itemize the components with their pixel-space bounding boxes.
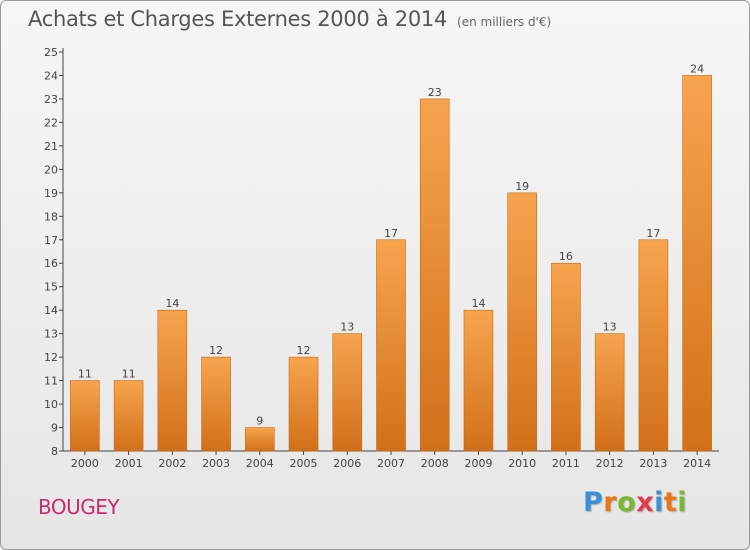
y-tick-label: 20 [44,163,58,176]
logo-letter: P [583,487,604,518]
location-label: BOUGEY [38,495,120,519]
x-tick-label: 2013 [639,457,667,470]
proxiti-logo: Proxiti [583,487,687,518]
logo-letter: o [617,487,637,518]
x-tick-label: 2012 [596,457,624,470]
bar-2004 [245,427,275,452]
bar-2012 [594,333,625,452]
chart-title-text: Achats et Charges Externes 2000 à 2014 [28,7,448,31]
bar-value-label: 9 [256,415,263,428]
bar-2005 [288,356,319,452]
y-tick-label: 13 [44,328,58,341]
y-tick-label: 19 [44,187,58,200]
x-tick-label: 2008 [421,457,449,470]
x-tick-label: 2014 [683,457,711,470]
y-tick-label: 21 [44,140,58,153]
x-tick-label: 2005 [290,457,318,470]
bar-2013 [638,239,669,452]
bar-value-label: 17 [384,227,398,240]
x-tick-label: 2002 [158,457,186,470]
y-tick-label: 12 [44,351,58,364]
y-tick-label: 25 [44,46,58,59]
bar-value-label: 11 [78,368,92,381]
bar-2002 [157,309,188,452]
bar-2009 [463,309,494,452]
bar-value-label: 13 [603,321,617,334]
x-tick-label: 2004 [246,457,274,470]
bar-value-label: 16 [559,250,573,263]
x-tick-label: 2006 [333,457,361,470]
y-tick-label: 14 [44,304,58,317]
chart-subtitle: (en milliers d'€) [457,15,552,29]
y-tick-label: 16 [44,257,58,270]
logo-letter: i [654,487,664,518]
y-tick-label: 18 [44,210,58,223]
bar-2014 [682,75,712,452]
bar-value-label: 13 [340,321,354,334]
y-tick-label: 22 [44,116,58,129]
logo-letter: i [677,487,688,518]
y-tick-label: 9 [51,422,58,435]
x-tick-label: 2010 [508,457,536,470]
x-tick-label: 2009 [464,457,492,470]
bar-value-label: 24 [690,62,704,75]
x-tick-label: 2007 [377,457,405,470]
y-tick-label: 8 [51,445,58,458]
bar-value-label: 12 [209,344,223,357]
x-tick-label: 2003 [202,457,230,470]
bar-value-label: 23 [428,86,442,99]
logo-letter: x [636,487,655,518]
x-tick-label: 2011 [552,457,580,470]
y-tick-label: 11 [44,375,58,388]
x-tick-label: 2001 [115,457,143,470]
logo-letter: r [603,487,618,518]
bar-2007 [376,239,406,452]
bar-value-label: 14 [471,297,485,310]
bar-value-label: 17 [646,227,660,240]
y-tick-label: 24 [44,69,58,82]
y-tick-label: 10 [44,398,58,411]
bar-2003 [201,356,231,452]
bar-value-label: 12 [297,344,311,357]
y-tick-label: 23 [44,93,58,106]
x-tick-label: 2000 [71,457,99,470]
bar-2001 [113,380,144,452]
bar-value-label: 14 [165,297,179,310]
bar-value-label: 11 [122,368,136,381]
y-tick-label: 15 [44,281,58,294]
bar-value-label: 19 [515,180,529,193]
logo-letter: t [663,487,678,518]
bar-2006 [332,333,363,452]
y-tick-label: 17 [44,234,58,247]
bar-2011 [551,262,581,452]
bar-2000 [70,380,100,452]
chart-title: Achats et Charges Externes 2000 à 2014 (e… [28,7,551,31]
bar-2008 [419,98,450,452]
bar-2010 [507,192,538,452]
